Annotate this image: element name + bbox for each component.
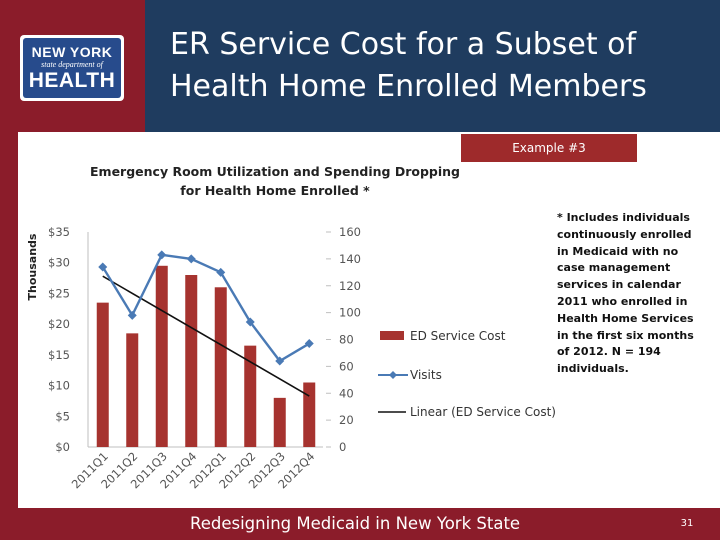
trend-line (102, 275, 310, 397)
left-tick-label: $10 (48, 379, 70, 393)
visits-point (245, 317, 255, 327)
footer-bar: Redesigning Medicaid in New York State 3… (0, 508, 720, 540)
visits-point (127, 310, 137, 320)
slide-title-line-2: Health Home Enrolled Members (170, 69, 647, 104)
chart-legend: ED Service Cost Visits Linear (ED Servic… (378, 329, 556, 419)
visits-point (216, 267, 226, 277)
logo-line-2: state department of (41, 59, 103, 69)
ed-cost-bar (273, 397, 286, 447)
logo-line-3: HEALTH (28, 68, 116, 92)
right-tick-label: 20 (339, 413, 354, 427)
right-tick-label: 60 (339, 359, 354, 373)
visits-line-group (98, 250, 314, 366)
chart-title: Emergency Room Utilization and Spending … (70, 162, 480, 200)
example-badge: Example #3 (461, 134, 637, 162)
left-tick-label: $15 (48, 348, 70, 362)
logo-line-1: NEW YORK (31, 43, 113, 60)
legend-visits-marker (389, 371, 397, 379)
right-tick-label: 100 (339, 306, 361, 320)
right-tick-label: 140 (339, 252, 361, 266)
left-tick-label: $25 (48, 286, 70, 300)
left-tick-label: $5 (55, 409, 70, 423)
left-tick-label: $0 (55, 440, 70, 454)
ed-cost-bar (185, 275, 198, 447)
er-cost-chart: $0 $5 $10 $15 $20 $25 $30 $35 0 20 40 60 80 100 120 14… (26, 225, 556, 491)
right-tick-label: 160 (339, 225, 361, 239)
right-tick-label: 80 (339, 333, 354, 347)
ed-cost-bar (155, 265, 168, 447)
ed-cost-bars (96, 265, 316, 447)
legend-bar-swatch (380, 331, 404, 340)
right-tick-label: 0 (339, 440, 346, 454)
left-tick-label: $35 (48, 225, 70, 239)
right-axis-ticks: 0 20 40 60 80 100 120 140 160 (326, 225, 361, 454)
legend-trend: Linear (ED Service Cost) (410, 405, 556, 419)
ed-cost-bar (303, 382, 316, 447)
chart-title-line-2: for Health Home Enrolled * (180, 183, 370, 198)
trend-line-group (102, 275, 310, 397)
left-accent-strip (0, 132, 18, 508)
left-axis-ticks: $0 $5 $10 $15 $20 $25 $30 $35 (48, 225, 70, 454)
visits-point (275, 356, 285, 366)
slide-title-line-1: ER Service Cost for a Subset of (170, 27, 637, 62)
page-number: 31 (680, 518, 694, 529)
chart-title-line-1: Emergency Room Utilization and Spending … (90, 164, 460, 179)
y-axis-label: Thousands (26, 233, 39, 300)
visits-line (101, 253, 310, 363)
x-axis-ticks: 2011Q12011Q22011Q32011Q42012Q12012Q22012… (69, 449, 318, 491)
footer-text: Redesigning Medicaid in New York State (190, 514, 521, 533)
visits-point (98, 262, 108, 272)
nys-health-logo: NEW YORK state department of HEALTH (20, 35, 124, 101)
visits-point (157, 250, 167, 260)
legend-visits: Visits (410, 368, 442, 382)
right-tick-label: 40 (339, 386, 354, 400)
chart-footnote: * Includes individuals continuously enro… (557, 211, 694, 376)
ed-cost-bar (244, 345, 257, 447)
ed-cost-bar (214, 287, 227, 447)
visits-point (186, 254, 196, 264)
left-tick-label: $30 (48, 256, 70, 270)
legend-ed-cost: ED Service Cost (410, 329, 506, 343)
ed-cost-bar (96, 302, 109, 447)
slide-title: ER Service Cost for a Subset of Health H… (170, 24, 710, 108)
left-tick-label: $20 (48, 317, 70, 331)
visits-point (304, 339, 314, 349)
right-tick-label: 120 (339, 279, 361, 293)
ed-cost-bar (126, 333, 139, 447)
